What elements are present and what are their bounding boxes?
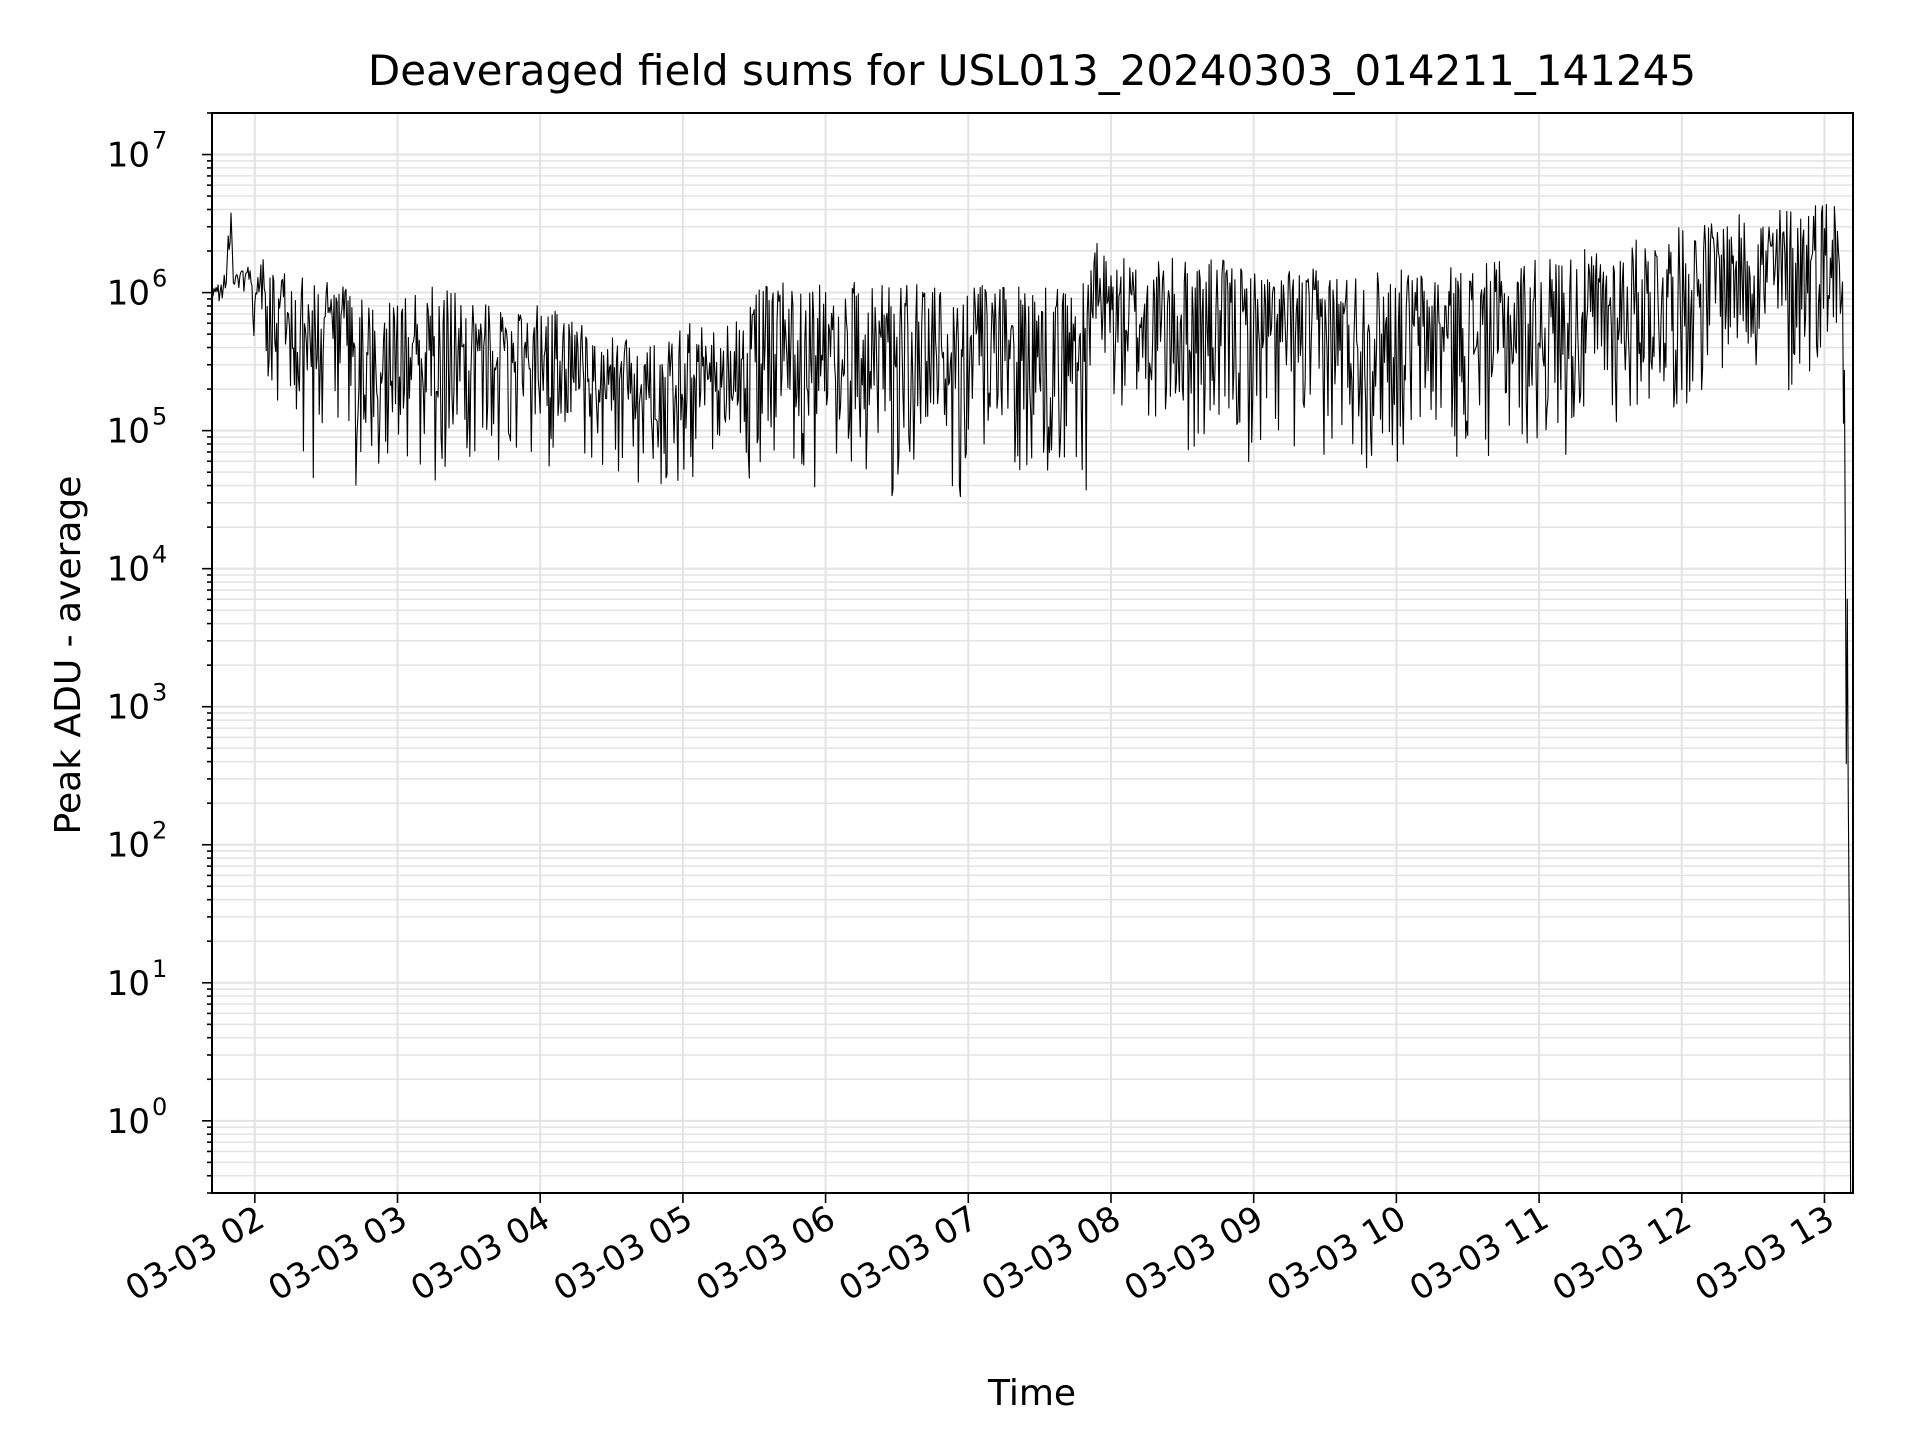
y-tick-exponent: 6 bbox=[152, 265, 167, 293]
y-tick-exponent: 4 bbox=[152, 541, 167, 569]
plot-frame bbox=[211, 112, 1854, 1194]
y-tick-label: 10 bbox=[107, 136, 150, 176]
y-tick-label: 10 bbox=[107, 688, 150, 728]
y-tick-label: 10 bbox=[107, 1102, 150, 1142]
y-tick-label: 10 bbox=[107, 274, 150, 314]
chart-title: Deaveraged field sums for USL013_2024030… bbox=[368, 46, 1696, 95]
y-tick-label: 10 bbox=[107, 826, 150, 866]
y-tick-exponent: 1 bbox=[152, 955, 167, 983]
data-series bbox=[211, 204, 1852, 1194]
y-tick-exponent: 2 bbox=[152, 817, 167, 845]
x-axis-label: Time bbox=[987, 1373, 1076, 1414]
y-axis-label: Peak ADU - average bbox=[48, 476, 89, 835]
series-line bbox=[211, 204, 1852, 1194]
y-tick-label: 10 bbox=[107, 412, 150, 452]
y-tick-label: 10 bbox=[107, 550, 150, 590]
y-tick-exponent: 7 bbox=[152, 127, 167, 155]
y-tick-exponent: 0 bbox=[152, 1093, 167, 1121]
y-tick-exponent: 5 bbox=[152, 403, 167, 431]
y-tick-label: 10 bbox=[107, 964, 150, 1004]
y-tick-exponent: 3 bbox=[152, 679, 167, 707]
